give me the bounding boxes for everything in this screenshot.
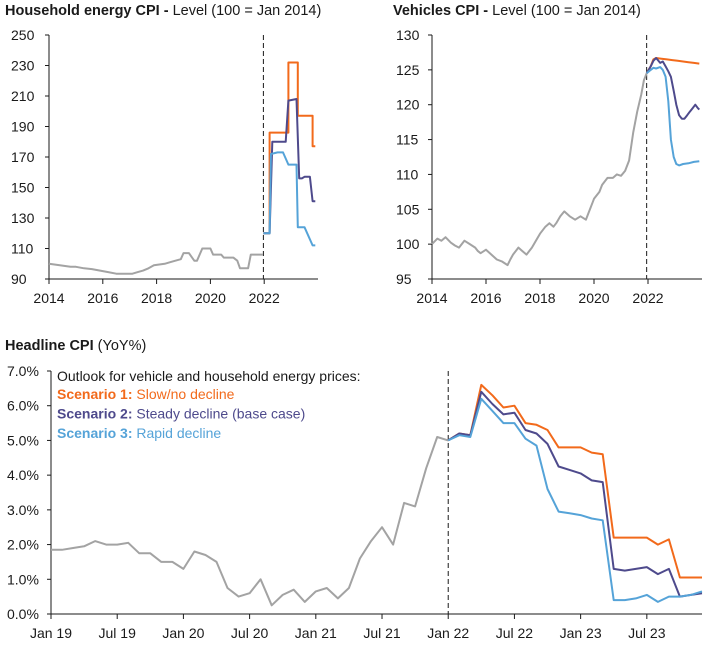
household-energy-chart: 90 110 130 150 170 190 210 230 250 2014 2016 2018 20… <box>11 27 318 306</box>
headline-xtick-label: Jul 22 <box>496 625 534 641</box>
household-xtick-label: 2014 <box>33 290 64 306</box>
household-xtick-label: 2022 <box>249 290 280 306</box>
household-ytick-label: 110 <box>11 241 34 257</box>
legend-scenario-1: Scenario 1: Slow/no decline <box>57 386 235 402</box>
vehicles-xtick-label: 2020 <box>578 290 609 306</box>
legend-scenario-3-name: Scenario 3: <box>57 425 136 441</box>
household-xtick-label: 2018 <box>141 290 172 306</box>
headline-scenario-2-line <box>447 390 703 598</box>
headline-history-line <box>51 436 449 607</box>
household-ytick-label: 90 <box>11 271 27 287</box>
headline-xtick-label: Jul 19 <box>99 625 137 641</box>
household-ytick-label: 250 <box>11 27 35 43</box>
vehicles-xtick-label: 2022 <box>632 290 663 306</box>
headline-ytick-label: 3.0% <box>7 502 39 518</box>
household-xtick-label: 2016 <box>87 290 118 306</box>
headline-xtick-label: Jan 23 <box>560 625 602 641</box>
headline-ytick-label: 6.0% <box>7 398 39 414</box>
household-ytick-label: 170 <box>11 149 35 165</box>
household-ytick-label: 150 <box>11 180 35 196</box>
headline-xtick-label: Jul 20 <box>231 625 269 641</box>
household-ytick-label: 210 <box>11 88 35 104</box>
headline-xtick-label: Jan 20 <box>162 625 204 641</box>
headline-xtick-label: Jan 21 <box>295 625 337 641</box>
vehicles-chart-title: Vehicles CPI - Level (100 = Jan 2014) <box>393 3 641 19</box>
legend-scenario-3: Scenario 3: Rapid decline <box>57 425 221 441</box>
household-scenario-3-line <box>263 151 316 247</box>
vehicles-xtick-label: 2016 <box>470 290 501 306</box>
headline-chart-title: Headline CPI (YoY%) <box>5 338 146 354</box>
household-history-line <box>48 247 263 275</box>
vehicles-history-line <box>431 72 648 267</box>
vehicles-ytick-label: 100 <box>396 236 420 252</box>
headline-ytick-label: 7.0% <box>7 363 39 379</box>
vehicles-ytick-label: 110 <box>396 166 419 182</box>
household-ytick-label: 230 <box>11 58 35 74</box>
vehicles-xtick-label: 2018 <box>524 290 555 306</box>
vehicles-ytick-label: 130 <box>396 27 420 43</box>
legend-scenario-3-desc: Rapid decline <box>136 425 221 441</box>
headline-xtick-label: Jan 22 <box>427 625 469 641</box>
vehicles-ytick-label: 120 <box>396 97 420 113</box>
headline-ytick-label: 4.0% <box>7 467 39 483</box>
headline-scenario-1-line <box>447 383 702 579</box>
vehicles-title-sep: - <box>479 3 493 19</box>
outlook-annotation: Outlook for vehicle and household energy… <box>57 368 361 384</box>
vehicles-scenario-2-line <box>645 57 701 120</box>
vehicles-chart: 95 100 105 110 115 120 125 130 2014 2016 2018 2020 2… <box>396 27 702 306</box>
vehicles-scenario-3-line <box>646 66 700 167</box>
household-title-sep: - <box>159 3 173 19</box>
vehicles-ytick-label: 125 <box>396 62 420 78</box>
headline-ytick-label: 0.0% <box>7 606 39 622</box>
vehicles-title-main: Vehicles CPI <box>393 3 480 19</box>
headline-ytick-label: 1.0% <box>7 571 39 587</box>
household-title-sub: Level (100 = Jan 2014) <box>172 3 322 19</box>
headline-ytick-label: 5.0% <box>7 432 39 448</box>
headline-title-main: Headline CPI <box>5 338 94 354</box>
headline-xtick-label: Jul 23 <box>628 625 666 641</box>
legend-scenario-2-desc: Steady decline (base case) <box>136 406 305 422</box>
household-ytick-label: 190 <box>11 119 35 135</box>
legend-scenario-2-name: Scenario 2: <box>57 406 136 422</box>
legend-scenario-1-desc: Slow/no decline <box>136 386 234 402</box>
vehicles-title-sub: Level (100 = Jan 2014) <box>492 3 641 19</box>
headline-ytick-label: 2.0% <box>7 537 39 553</box>
vehicles-ytick-label: 95 <box>396 271 412 287</box>
vehicles-ytick-label: 115 <box>396 132 419 148</box>
household-ytick-label: 130 <box>11 210 35 226</box>
household-title-main: Household energy CPI <box>5 3 160 19</box>
headline-xtick-label: Jul 21 <box>363 625 401 641</box>
vehicles-xtick-label: 2014 <box>416 290 447 306</box>
headline-xtick-label: Jan 19 <box>30 625 72 641</box>
vehicles-ytick-label: 105 <box>396 201 420 217</box>
household-xtick-label: 2020 <box>195 290 226 306</box>
headline-title-sub: (YoY%) <box>97 338 147 354</box>
legend-scenario-1-name: Scenario 1: <box>57 386 136 402</box>
headline-cpi-chart: 0.0% 1.0% 2.0% 3.0% 4.0% 5.0% 6.0% 7.0% Jan 19 Ju… <box>7 363 703 641</box>
household-chart-title: Household energy CPI - Level (100 = Jan … <box>5 3 321 19</box>
headline-scenario-3-line <box>447 397 703 603</box>
legend-scenario-2: Scenario 2: Steady decline (base case) <box>57 406 305 422</box>
